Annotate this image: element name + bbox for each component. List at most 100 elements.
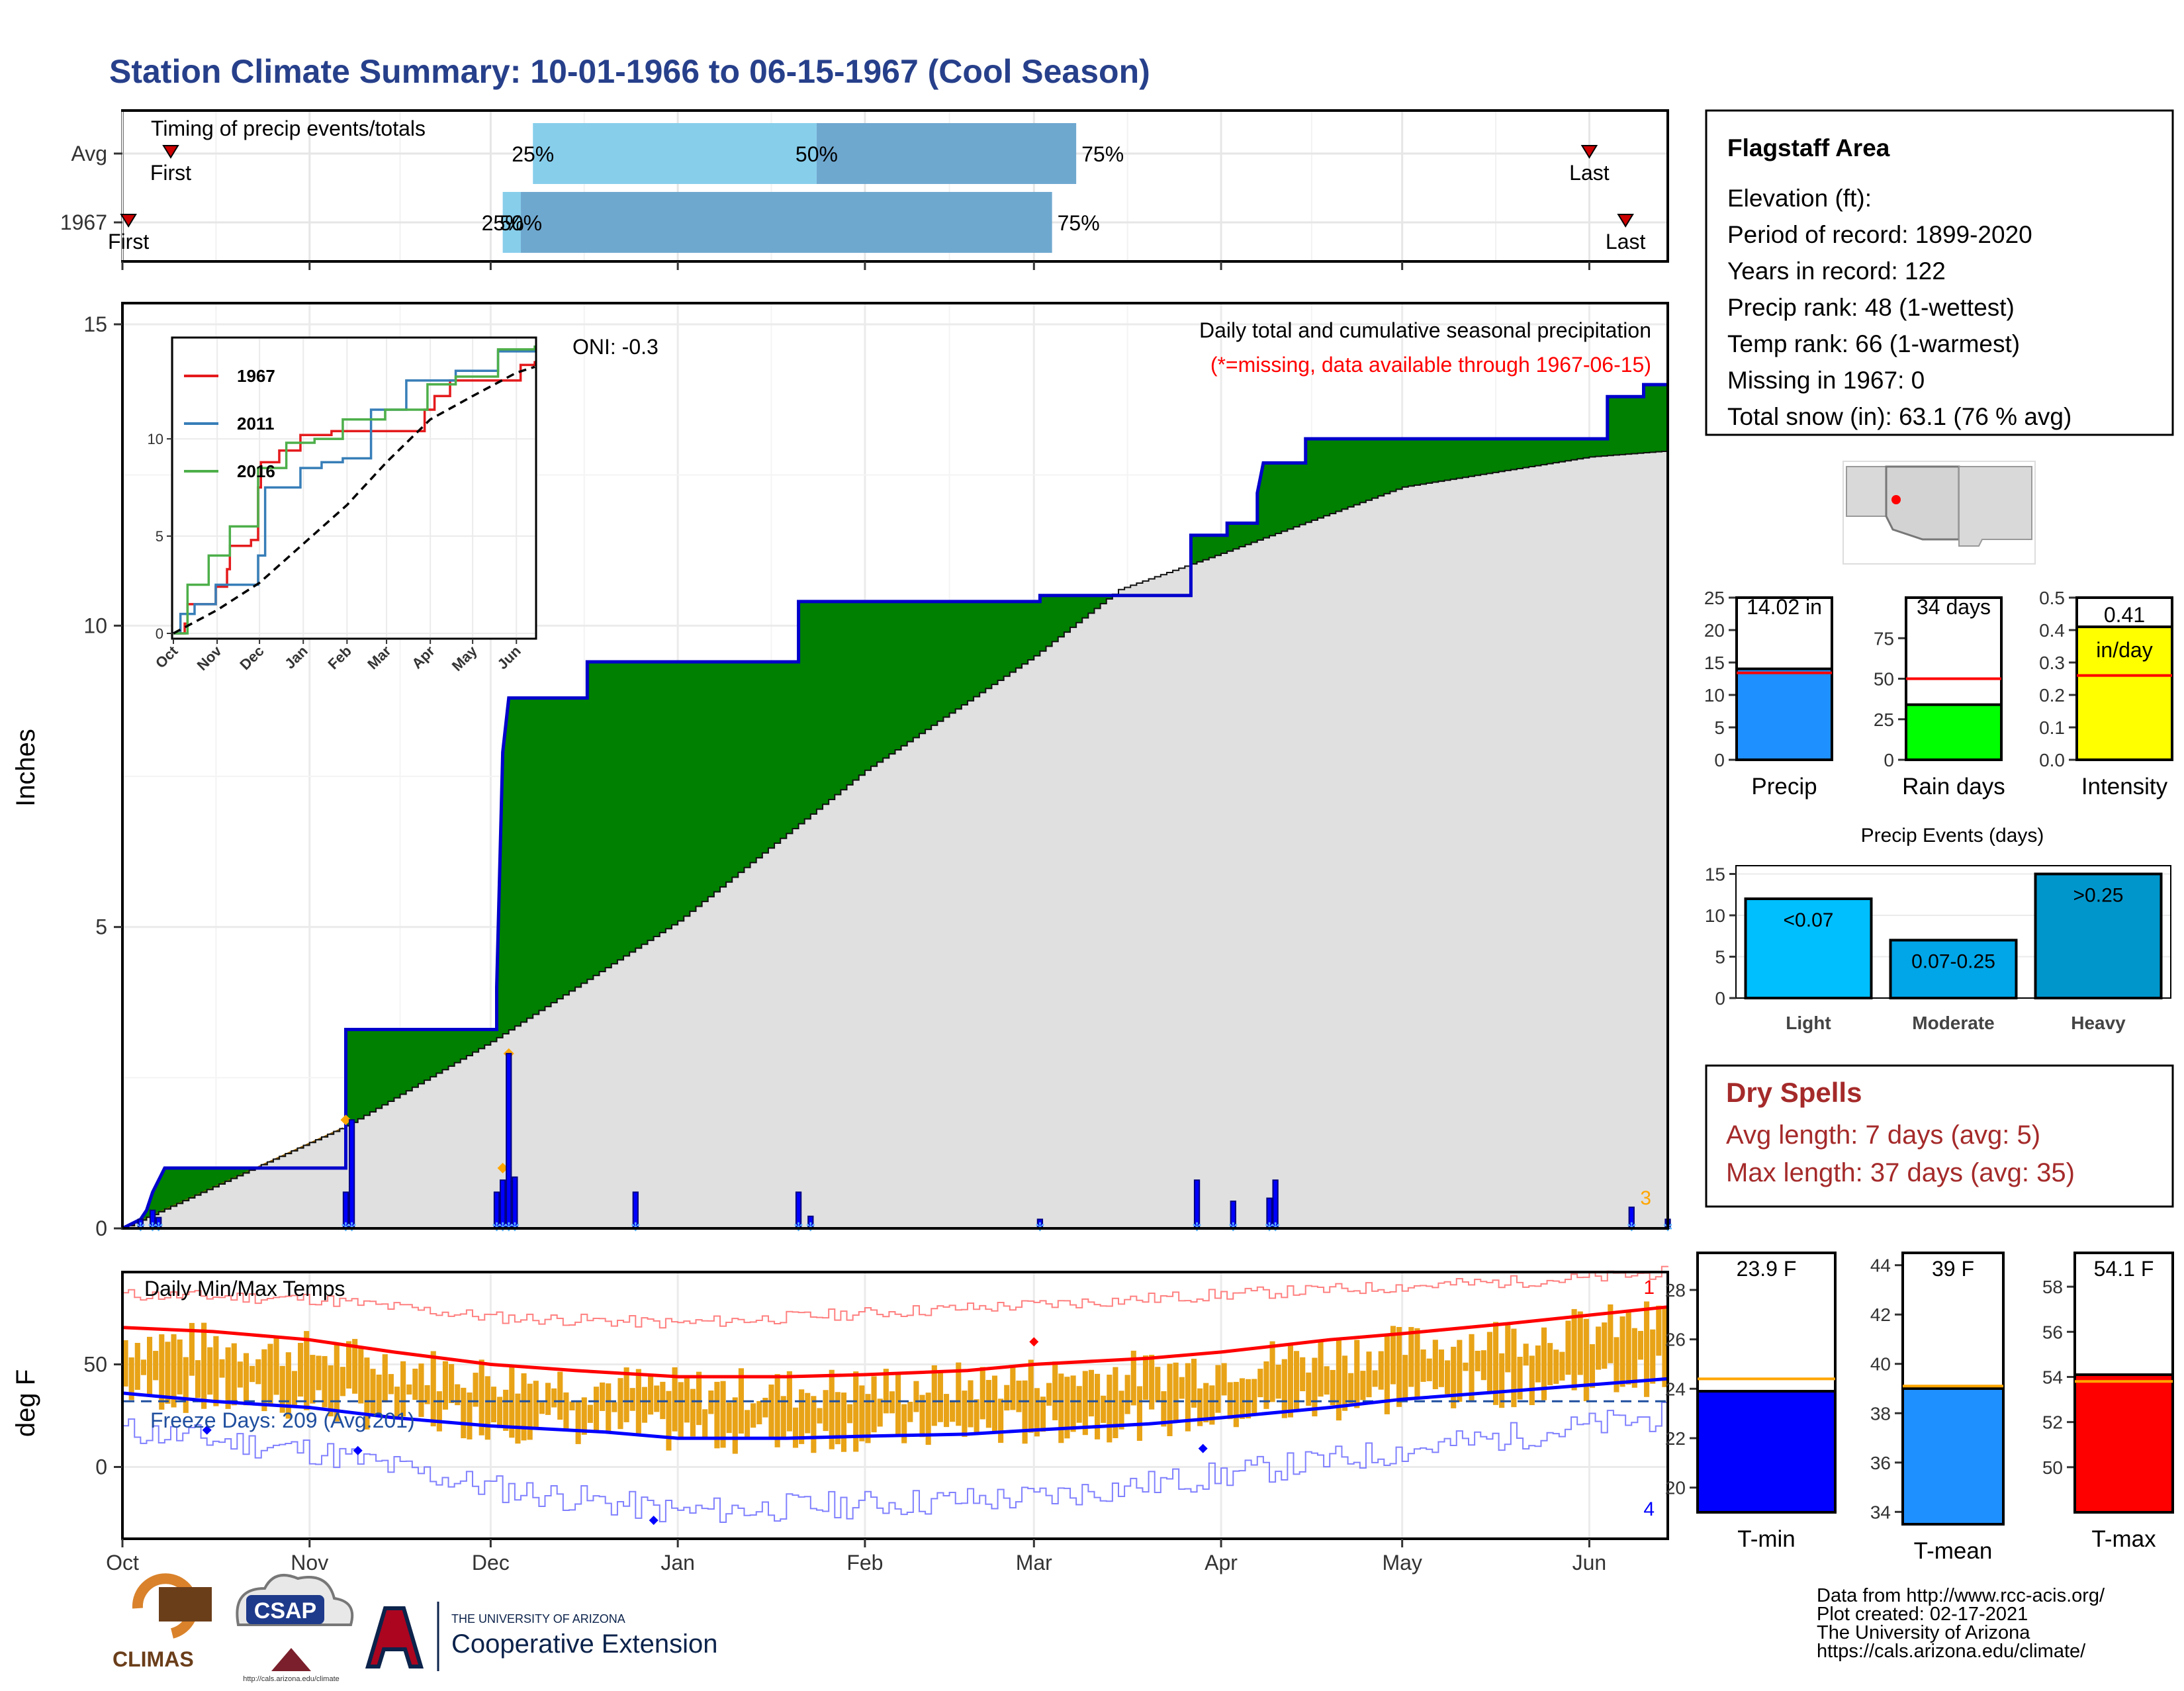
daily-temp-bar	[250, 1365, 255, 1383]
daily-temp-bar	[1517, 1357, 1523, 1400]
small-chart-ytick-label: 50	[1874, 669, 1894, 690]
daily-temp-bar	[991, 1375, 998, 1434]
daily-temp-bar	[889, 1391, 895, 1414]
daily-temp-bar	[134, 1342, 140, 1390]
daily-temp-bar	[937, 1371, 943, 1422]
main-ytick-label: 5	[95, 915, 107, 939]
daily-temp-bar	[1492, 1322, 1499, 1405]
state-left	[1846, 466, 1887, 517]
timing-avg-first-marker	[162, 145, 179, 159]
small-chart-bar	[1696, 1390, 1837, 1514]
daily-temp-bar	[1583, 1318, 1589, 1402]
daily-temp-bar	[606, 1383, 612, 1432]
climas-logo: CLIMAS	[113, 1573, 212, 1671]
daily-temp-bar	[593, 1387, 600, 1433]
precip-frame	[121, 302, 1669, 1230]
events-bar-label: 0.07-0.25	[1911, 951, 1995, 973]
footer-line: Data from http://www.rcc-acis.org/	[1817, 1585, 2105, 1606]
daily-temp-bar	[865, 1394, 871, 1443]
locator-map	[1843, 461, 2036, 565]
small-chart-precip: 0 5 10 15 20 25 14.02 in Precip	[1704, 588, 1833, 800]
main-ytick-label: 10	[83, 614, 107, 637]
daily-temp-bar	[907, 1402, 913, 1422]
small-chart-value-label: 34 days	[1917, 595, 1991, 619]
daily-temp-bar	[1523, 1344, 1529, 1366]
small-chart-ytick-label: 24	[1665, 1379, 1686, 1399]
daily-temp-bar	[1257, 1369, 1263, 1398]
daily-temp-bar	[931, 1365, 937, 1426]
daily-temp-bar	[853, 1371, 859, 1452]
timing-1967-first-label: First	[108, 230, 149, 253]
temp-extreme-marker	[202, 1425, 212, 1435]
daily-temp-bar	[1480, 1350, 1486, 1381]
csap-mountain-icon	[271, 1648, 311, 1671]
small-chart-bar	[2075, 625, 2173, 761]
small-chart-ytick-label: 40	[1870, 1354, 1891, 1375]
timing-1967-p25-label: 25%	[482, 211, 524, 235]
daily-temp-bar	[1608, 1304, 1614, 1363]
daily-temp-bar	[455, 1384, 461, 1406]
small-chart-title: T-min	[1737, 1526, 1796, 1552]
daily-temp-bar	[678, 1382, 684, 1439]
small-chart-bar	[1905, 703, 2003, 761]
daily-temp-bar	[1287, 1344, 1293, 1418]
daily-temp-bar	[751, 1403, 756, 1428]
daily-temp-bar	[279, 1365, 285, 1413]
daily-temp-bar	[497, 1396, 503, 1428]
daily-temp-bar	[153, 1351, 159, 1381]
daily-temp-bar	[400, 1361, 406, 1417]
daily-temp-bar	[1239, 1378, 1246, 1419]
month-tick-label: Apr	[1205, 1551, 1238, 1575]
daily-temp-bar	[817, 1408, 823, 1424]
daily-temp-bar	[352, 1339, 358, 1394]
daily-temp-bar	[177, 1339, 183, 1394]
daily-temp-bar	[189, 1322, 195, 1376]
daily-temp-bar	[925, 1393, 931, 1445]
daily-temp-bar	[1064, 1377, 1070, 1439]
small-chart-bar	[1735, 667, 1833, 761]
timing-1967-last-label: Last	[1606, 230, 1646, 253]
small-chart-title: Rain days	[1902, 774, 2005, 800]
daily-temp-bar	[1644, 1301, 1650, 1397]
daily-temp-bar	[183, 1357, 189, 1413]
small-chart-intensity: 0.0 0.1 0.2 0.3 0.4 0.5 0.41 in/day Intensity	[2039, 588, 2173, 800]
small-chart-ytick-label: 10	[1704, 685, 1725, 706]
daily-temp-bar	[328, 1365, 334, 1417]
daily-temp-bar	[654, 1385, 660, 1412]
state-right	[1958, 466, 2032, 547]
daily-temp-bar	[291, 1371, 298, 1406]
small-chart-ytick-label: 15	[1704, 653, 1725, 673]
daily-temp-bar	[1565, 1320, 1571, 1375]
daily-temp-bar	[1046, 1383, 1052, 1406]
cumulative-1967-line	[121, 383, 1668, 1230]
timing-1967-q1-bar	[502, 192, 521, 253]
daily-precip-bar	[506, 1052, 512, 1229]
daily-temp-bar	[1619, 1316, 1625, 1387]
daily-temp-bar	[1215, 1365, 1221, 1413]
daily-temp-bar	[780, 1396, 786, 1438]
daily-temp-bar	[225, 1347, 231, 1409]
daily-temp-bar	[376, 1374, 382, 1416]
temp-ylabel: deg F	[11, 1369, 40, 1437]
daily-temp-bar	[756, 1400, 762, 1425]
daily-temp-bar	[1589, 1344, 1596, 1389]
tmin-record-line	[122, 1401, 1668, 1524]
station-line: Total snow (in): 63.1 (76 % avg)	[1727, 403, 2071, 430]
daily-temp-bar	[714, 1381, 720, 1449]
timing-label: Timing of precip events/totals	[151, 116, 426, 140]
station-line: Missing in 1967: 0	[1727, 367, 1925, 394]
small-chart-unit-label: in/day	[2096, 638, 2152, 662]
daily-temp-bar	[213, 1336, 219, 1406]
daily-temp-bar	[1233, 1381, 1239, 1428]
ua-logo: THE UNIVERSITY OF ARIZONA Cooperative Ex…	[365, 1602, 717, 1671]
daily-temp-bar	[1161, 1391, 1167, 1427]
timing-1967-p50-label: 50%	[500, 211, 542, 235]
daily-temp-bar	[1149, 1355, 1155, 1410]
timing-avg-p25-label: 25%	[512, 142, 554, 166]
footer-line: Plot created: 02-17-2021	[1817, 1604, 2028, 1625]
small-chart-ytick-label: 0.3	[2039, 653, 2065, 673]
daily-temp-bar	[1378, 1351, 1384, 1390]
daily-temp-bar	[1631, 1328, 1637, 1388]
daily-temp-bar	[490, 1387, 497, 1423]
daily-temp-bar	[901, 1404, 907, 1443]
